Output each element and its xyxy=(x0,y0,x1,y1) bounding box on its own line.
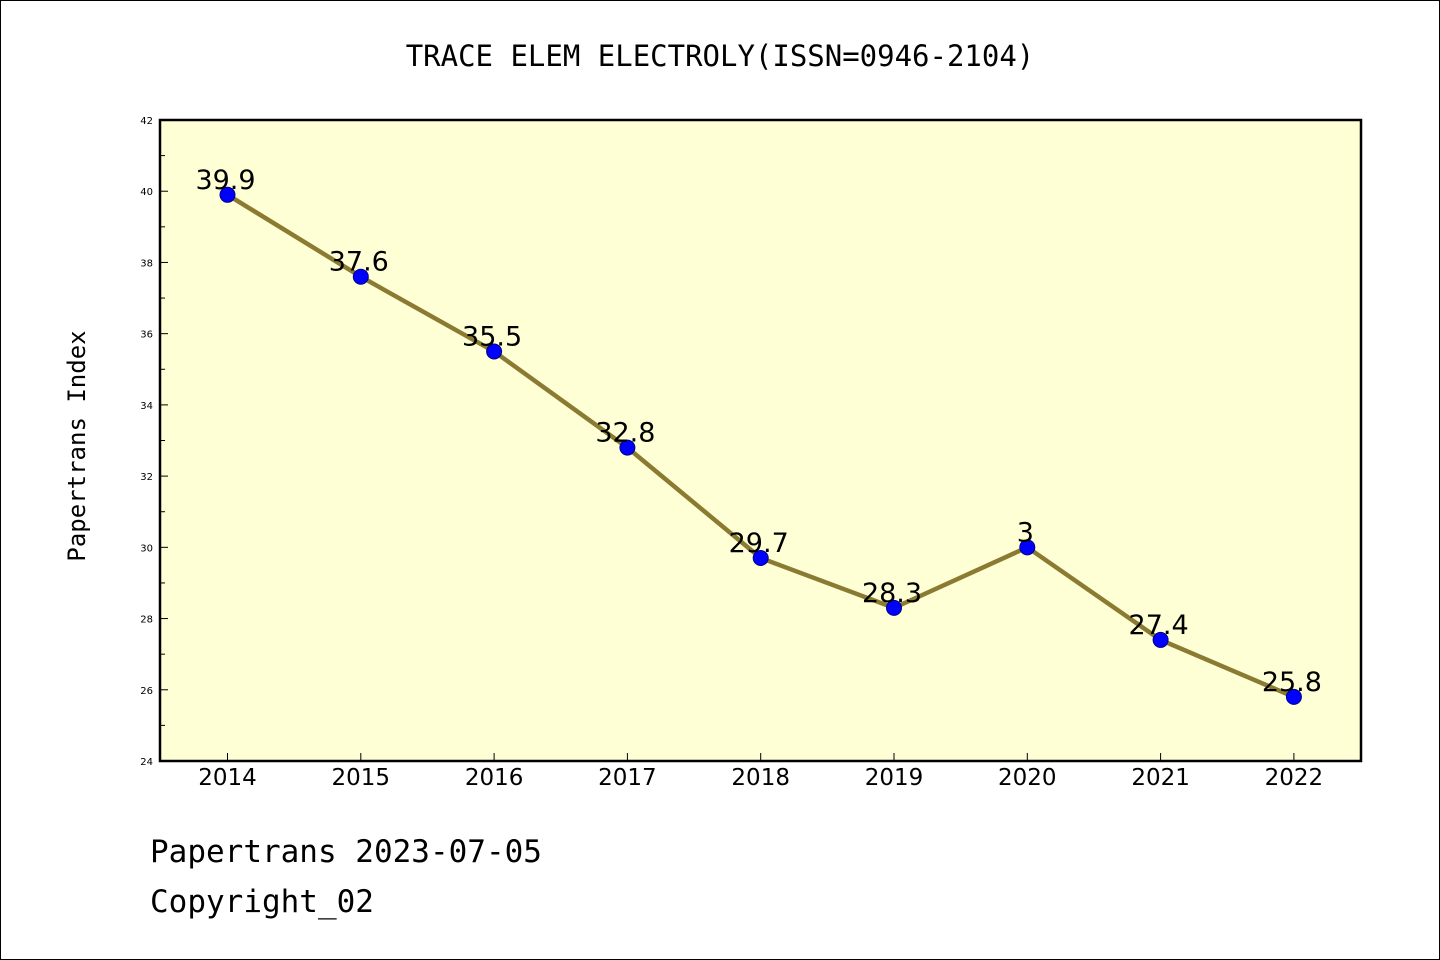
x-tick-label: 2020 xyxy=(998,765,1057,791)
y-axis: 24 26 28 30 32 34 36 38 40 42 xyxy=(140,116,168,768)
x-tick-label: 2014 xyxy=(198,765,257,791)
x-axis: 2014 2015 2016 2017 2018 2019 2020 2021 2022 xyxy=(198,753,1323,791)
y-tick-label: 30 xyxy=(140,543,153,554)
data-point xyxy=(1152,631,1169,648)
plot-area xyxy=(158,118,1363,763)
data-point xyxy=(352,268,369,285)
x-tick-label: 2015 xyxy=(332,765,391,791)
data-point xyxy=(886,599,902,616)
footer-copyright: Copyright_02 xyxy=(150,884,374,920)
chart-title: TRACE ELEM ELECTROLY(ISSN=0946-2104) xyxy=(406,39,1035,73)
data-label: 25.8 xyxy=(1262,667,1322,698)
data-labels: 39.9 37.6 35.5 32.8 29.7 28.3 3 27.4 25.8 xyxy=(195,165,1322,698)
data-label: 39.9 xyxy=(195,165,255,196)
data-point xyxy=(752,550,769,567)
x-tick-label: 2017 xyxy=(598,765,657,791)
footer-date: Papertrans 2023-07-05 xyxy=(150,834,542,870)
y-tick-label: 40 xyxy=(140,187,153,198)
y-tick-label: 36 xyxy=(140,330,153,341)
y-tick-label: 32 xyxy=(140,472,153,483)
y-tick-label: 34 xyxy=(140,401,153,412)
data-label: 37.6 xyxy=(329,247,389,278)
data-label: 3 xyxy=(1017,517,1034,548)
x-tick-label: 2022 xyxy=(1265,765,1324,791)
data-label: 28.3 xyxy=(862,578,922,609)
y-tick-label: 24 xyxy=(140,757,153,768)
x-tick-label: 2021 xyxy=(1131,765,1190,791)
y-tick-label: 26 xyxy=(140,686,153,697)
data-label: 35.5 xyxy=(462,321,522,352)
y-tick-label: 28 xyxy=(140,615,153,626)
data-point xyxy=(486,343,503,360)
x-tick-label: 2019 xyxy=(865,765,924,791)
y-tick-label: 42 xyxy=(140,116,153,127)
data-label: 27.4 xyxy=(1129,610,1189,641)
data-point xyxy=(1285,688,1302,705)
data-label: 29.7 xyxy=(729,528,789,559)
series xyxy=(219,186,1302,705)
data-point xyxy=(219,186,236,203)
x-tick-label: 2016 xyxy=(465,765,524,791)
y-axis-label: Papertrans Index xyxy=(63,330,91,561)
data-point xyxy=(619,439,636,456)
data-point xyxy=(1019,539,1036,556)
data-label: 32.8 xyxy=(595,418,655,449)
x-tick-label: 2018 xyxy=(731,765,790,791)
y-tick-label: 38 xyxy=(140,258,153,269)
